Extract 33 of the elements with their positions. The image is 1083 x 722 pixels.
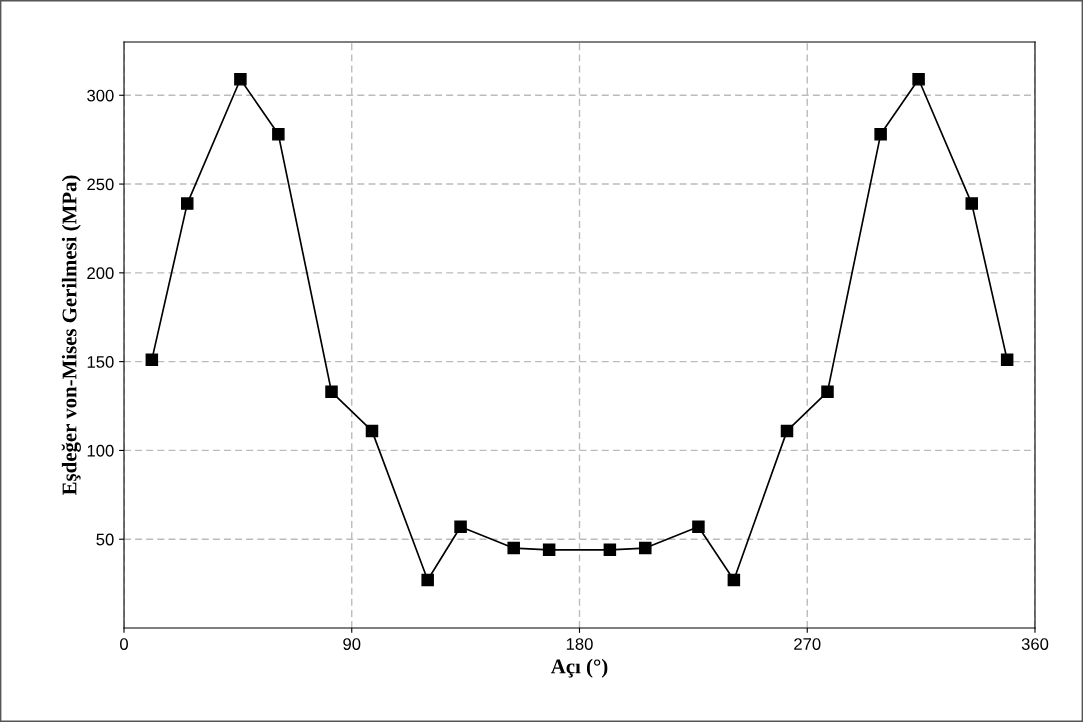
x-tick-label: 360 (1021, 638, 1049, 650)
point (965, 197, 978, 210)
point (181, 197, 194, 210)
x-tick-label: 90 (343, 638, 361, 650)
point (912, 73, 925, 86)
x-tick-label: 0 (120, 638, 128, 650)
y-tick-label: 300 (87, 89, 114, 102)
point (692, 520, 705, 534)
point (507, 541, 520, 555)
point (325, 385, 338, 399)
point (542, 543, 556, 557)
point (454, 520, 467, 534)
x-axis-title: Açı (°) (550, 658, 608, 678)
x-tick-label: 270 (794, 638, 821, 650)
point (821, 385, 834, 399)
x-tick-label: 180 (566, 638, 593, 650)
point (421, 573, 434, 587)
point (727, 573, 741, 587)
point (603, 543, 617, 557)
y-tick-label: 250 (87, 178, 114, 191)
point (234, 73, 247, 86)
point (365, 424, 379, 438)
y-tick-label: 100 (87, 444, 114, 457)
y-tick-label: 200 (87, 267, 114, 280)
y-axis-title: Eşdeğer von-Mises Gerilmesi (MPa) (61, 175, 81, 496)
point (1000, 353, 1014, 367)
point (272, 128, 285, 141)
point (874, 128, 887, 141)
point (780, 424, 794, 438)
point (639, 541, 652, 555)
y-tick-label: 150 (87, 356, 114, 368)
point (145, 353, 159, 367)
y-tick-label: 50 (96, 533, 114, 546)
